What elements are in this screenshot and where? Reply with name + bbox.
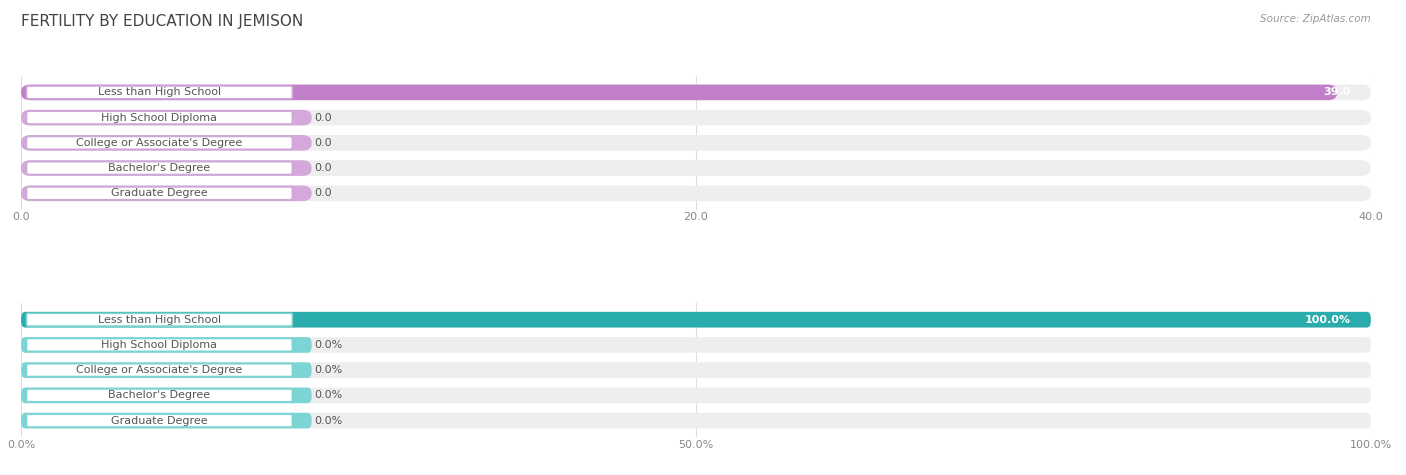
Text: Less than High School: Less than High School	[98, 87, 221, 97]
FancyBboxPatch shape	[21, 337, 312, 353]
Text: 0.0: 0.0	[314, 188, 332, 198]
FancyBboxPatch shape	[21, 110, 312, 125]
Text: Bachelor's Degree: Bachelor's Degree	[108, 163, 211, 173]
FancyBboxPatch shape	[27, 111, 292, 124]
Text: 0.0: 0.0	[314, 163, 332, 173]
FancyBboxPatch shape	[27, 162, 292, 174]
FancyBboxPatch shape	[21, 135, 1371, 151]
Text: 39.0: 39.0	[1323, 87, 1351, 97]
FancyBboxPatch shape	[27, 364, 292, 377]
Text: 100.0%: 100.0%	[1305, 315, 1351, 325]
Text: Graduate Degree: Graduate Degree	[111, 416, 208, 426]
Text: High School Diploma: High School Diploma	[101, 113, 218, 123]
Text: 0.0%: 0.0%	[314, 416, 342, 426]
FancyBboxPatch shape	[21, 362, 1371, 378]
Text: Less than High School: Less than High School	[98, 315, 221, 325]
FancyBboxPatch shape	[27, 314, 292, 326]
Text: Source: ZipAtlas.com: Source: ZipAtlas.com	[1260, 14, 1371, 24]
Text: FERTILITY BY EDUCATION IN JEMISON: FERTILITY BY EDUCATION IN JEMISON	[21, 14, 304, 29]
FancyBboxPatch shape	[21, 413, 1371, 428]
FancyBboxPatch shape	[21, 413, 312, 428]
FancyBboxPatch shape	[21, 388, 1371, 403]
Text: 0.0: 0.0	[314, 113, 332, 123]
FancyBboxPatch shape	[21, 185, 1371, 201]
Text: Bachelor's Degree: Bachelor's Degree	[108, 390, 211, 400]
Text: Graduate Degree: Graduate Degree	[111, 188, 208, 198]
FancyBboxPatch shape	[27, 187, 292, 200]
FancyBboxPatch shape	[27, 339, 292, 352]
Text: 0.0: 0.0	[314, 138, 332, 148]
FancyBboxPatch shape	[21, 160, 312, 176]
FancyBboxPatch shape	[27, 414, 292, 427]
FancyBboxPatch shape	[27, 86, 292, 99]
FancyBboxPatch shape	[21, 312, 1371, 328]
Text: 0.0%: 0.0%	[314, 390, 342, 400]
Text: College or Associate's Degree: College or Associate's Degree	[76, 365, 243, 375]
FancyBboxPatch shape	[27, 136, 292, 149]
FancyBboxPatch shape	[21, 388, 312, 403]
FancyBboxPatch shape	[27, 389, 292, 402]
FancyBboxPatch shape	[21, 85, 1337, 100]
Text: High School Diploma: High School Diploma	[101, 340, 218, 350]
Text: College or Associate's Degree: College or Associate's Degree	[76, 138, 243, 148]
FancyBboxPatch shape	[21, 312, 1371, 328]
FancyBboxPatch shape	[21, 362, 312, 378]
FancyBboxPatch shape	[21, 135, 312, 151]
FancyBboxPatch shape	[21, 185, 312, 201]
FancyBboxPatch shape	[21, 110, 1371, 125]
FancyBboxPatch shape	[21, 337, 1371, 353]
FancyBboxPatch shape	[21, 85, 1371, 100]
FancyBboxPatch shape	[21, 160, 1371, 176]
Text: 0.0%: 0.0%	[314, 365, 342, 375]
Text: 0.0%: 0.0%	[314, 340, 342, 350]
